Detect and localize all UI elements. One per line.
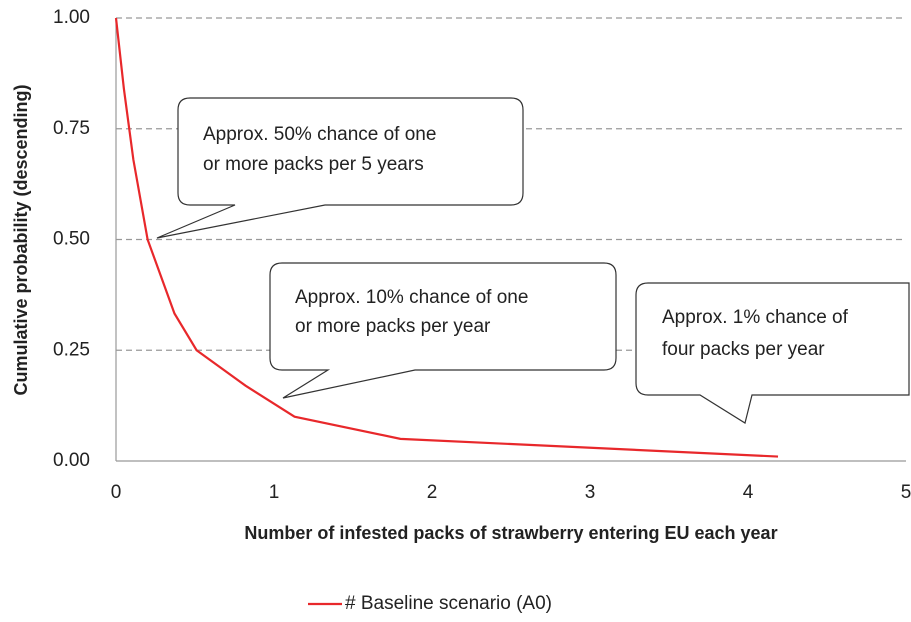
callout: Approx. 1% chance of four packs per year (635, 282, 910, 424)
callout: Approx. 50% chance of one or more packs … (156, 97, 524, 239)
x-axis-label: Number of infested packs of strawberry e… (244, 523, 777, 543)
callout-text: Approx. 50% chance of one (203, 124, 436, 145)
x-tick-label: 2 (427, 482, 438, 503)
callout-text: or more packs per year (295, 316, 491, 337)
x-tick-label: 4 (743, 482, 754, 503)
x-tick-label: 0 (111, 482, 122, 503)
y-axis-label: Cumulative probability (descending) (11, 84, 31, 395)
x-tick-label: 3 (585, 482, 596, 503)
legend-label: # Baseline scenario (A0) (345, 593, 552, 614)
x-tick-label: 5 (901, 482, 911, 503)
y-tick-label: 1.00 (53, 7, 90, 28)
callout-text: Approx. 10% chance of one (295, 287, 528, 308)
y-tick-label: 0.25 (53, 339, 90, 360)
callout-text: four packs per year (662, 339, 825, 360)
plot: 0.00 0.25 0.50 0.75 1.00 0 1 2 3 4 5 # Baseline sce… (53, 7, 911, 614)
callout-shape (635, 282, 910, 424)
y-tick-label: 0.50 (53, 229, 90, 250)
callout-shape (156, 97, 524, 239)
y-tick-label: 0.00 (53, 450, 90, 471)
x-tick-label: 1 (269, 482, 280, 503)
callout-text: or more packs per 5 years (203, 154, 424, 175)
callout-shape (269, 262, 617, 399)
data-line (114, 17, 779, 458)
y-tick-label: 0.75 (53, 118, 90, 139)
callout: Approx. 10% chance of one or more packs … (269, 262, 617, 399)
callout-text: Approx. 1% chance of (662, 307, 849, 328)
